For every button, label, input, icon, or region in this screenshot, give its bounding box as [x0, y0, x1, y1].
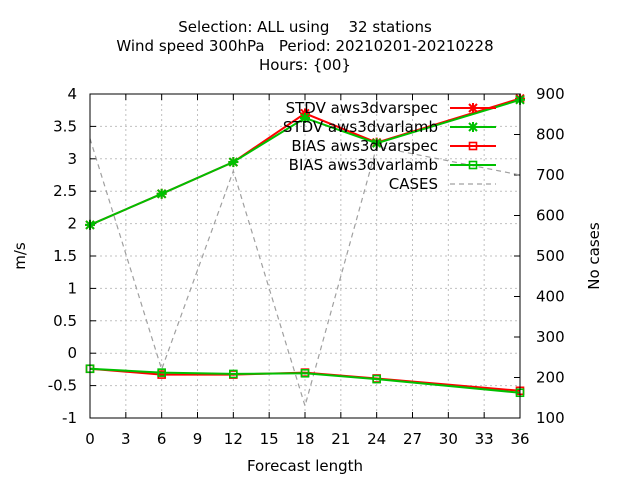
chart-title-line: Selection: ALL using 32 stations: [178, 18, 432, 36]
y-tick-label: 2: [67, 215, 77, 233]
legend-label: BIAS aws3dvarspec: [291, 137, 438, 155]
data-point: [371, 138, 382, 149]
series-line: [89, 138, 521, 408]
y-axis-label: m/s: [11, 242, 29, 270]
grid: [90, 94, 520, 418]
y-tick-label: 2.5: [53, 182, 77, 200]
data-point: [300, 112, 310, 123]
y2-tick-label: 600: [536, 207, 565, 225]
x-tick-label: 6: [157, 430, 167, 448]
data-point: [372, 374, 381, 384]
y-tick-label: -0.5: [48, 377, 77, 395]
y2-tick-label: 400: [536, 288, 565, 306]
x-tick-label: 21: [331, 430, 350, 448]
y2-tick-label: 100: [536, 409, 565, 427]
series-4: [89, 138, 521, 408]
y2-tick-label: 300: [536, 328, 565, 346]
data-point: [229, 369, 238, 379]
y-tick-label: 1.5: [53, 247, 77, 265]
x-tick-label: 18: [295, 430, 314, 448]
legend-label: STDV aws3dvarspec: [286, 99, 438, 117]
x-axis-ticks: 0 3 6 9 12 15 18 21 24 27 30 33 36: [85, 94, 530, 448]
legend-label: CASES: [389, 175, 438, 193]
x-tick-label: 30: [439, 430, 458, 448]
y2-tick-label: 700: [536, 166, 565, 184]
plot-border: [89, 93, 521, 419]
legend-label: STDV aws3dvarlamb: [283, 118, 438, 136]
x-tick-label: 27: [403, 430, 422, 448]
data-point: [156, 188, 167, 199]
x-tick-label: 24: [367, 430, 386, 448]
y-axis-ticks: 4 3.5 3 2.5 2 1.5 1 0.5 0 -0.5 -1: [48, 85, 96, 427]
legend-swatch: [450, 103, 496, 113]
y-tick-label: 4: [67, 85, 77, 103]
series-3: [85, 364, 525, 398]
y2-axis-ticks: 900 800 700 600 500 400 300 200 100: [514, 85, 565, 427]
y-tick-label: 1: [67, 279, 77, 297]
y-tick-label: 3: [67, 150, 77, 168]
y-tick-label: -1: [62, 409, 77, 427]
series-line: [89, 98, 521, 226]
x-tick-label: 0: [85, 430, 95, 448]
series-line: [89, 367, 521, 394]
y-tick-label: 0: [67, 344, 77, 362]
x-tick-label: 3: [121, 430, 131, 448]
y2-tick-label: 900: [536, 85, 565, 103]
x-tick-label: 33: [475, 430, 494, 448]
series: [85, 93, 525, 408]
y2-tick-label: 200: [536, 369, 565, 387]
series-1: [85, 94, 525, 230]
legend-swatch: [450, 160, 496, 170]
data-point: [228, 157, 239, 168]
chart-title-line: Wind speed 300hPa Period: 20210201-20210…: [116, 37, 493, 55]
legend-swatch: [450, 141, 496, 151]
legend-label: BIAS aws3dvarlamb: [289, 156, 438, 174]
legend-swatch: [450, 122, 496, 132]
chart-title-line: Hours: {00}: [259, 56, 351, 74]
x-tick-label: 9: [193, 430, 203, 448]
y2-axis-label: No cases: [585, 222, 603, 290]
y-tick-label: 3.5: [53, 117, 77, 135]
y2-tick-label: 800: [536, 126, 565, 144]
x-axis-label: Forecast length: [247, 457, 363, 475]
x-tick-label: 15: [260, 430, 279, 448]
x-tick-label: 36: [510, 430, 529, 448]
data-point: [300, 368, 310, 378]
data-point: [157, 368, 166, 377]
y2-tick-label: 500: [536, 247, 565, 265]
x-tick-label: 12: [224, 430, 243, 448]
y-tick-label: 0.5: [53, 312, 77, 330]
